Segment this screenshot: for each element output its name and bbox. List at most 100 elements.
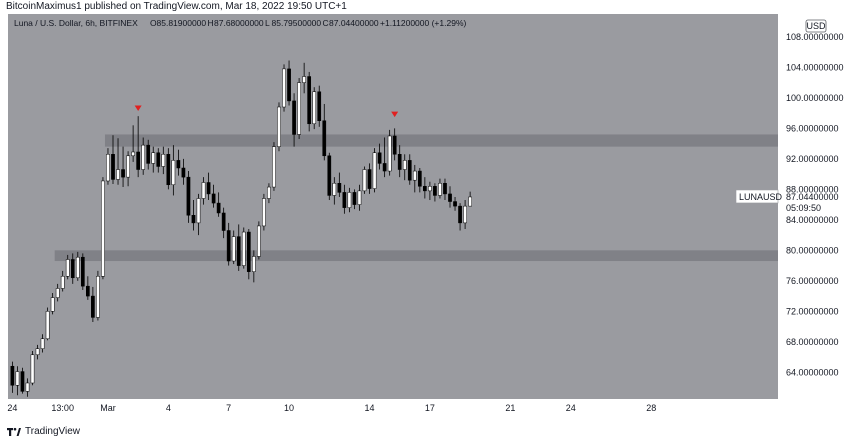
candle-19: [106, 148, 110, 185]
price-axis[interactable]: 108.00000000 104.00000000 100.00000000 96.0…: [778, 14, 850, 424]
date-tick: 10: [284, 403, 294, 413]
svg-text:85.79500000: 85.79500000: [272, 18, 322, 28]
candle-67: [347, 187, 352, 213]
candle-37: [196, 193, 201, 236]
candle-66: [342, 184, 347, 214]
candle-53: [277, 102, 281, 152]
candle-5: [35, 344, 40, 360]
svg-text:C: C: [323, 18, 329, 28]
candle-16: [91, 286, 95, 322]
candle-63: [327, 152, 332, 201]
candle-64: [332, 177, 337, 205]
last-price-value: 87.04400000: [786, 192, 839, 202]
candle-40: [211, 184, 216, 208]
marker-1: [391, 111, 399, 118]
candle-20: [111, 135, 115, 185]
candle-3: [25, 378, 30, 397]
candle-75: [387, 129, 392, 176]
candle-17: [96, 270, 100, 321]
date-tick: 24: [7, 403, 17, 413]
svg-text:87.68000000: 87.68000000: [214, 18, 264, 28]
candle-38: [201, 177, 206, 205]
last-price-symbol: LUNAUSD: [739, 192, 783, 202]
candle-11: [65, 254, 70, 280]
ohlc-O: O 85.81900000: [150, 18, 206, 28]
ohlc-change: +1.11200000 (+1.29%): [380, 18, 466, 28]
candle-57: [297, 78, 301, 140]
candle-68: [352, 189, 357, 210]
candle-83: [428, 181, 432, 201]
candle-87: [448, 186, 452, 208]
candle-86: [443, 178, 447, 201]
ohlc-C: C 87.04400000: [323, 18, 379, 28]
svg-text:85.81900000: 85.81900000: [157, 18, 207, 28]
candle-22: [121, 146, 125, 188]
candle-54: [282, 64, 286, 112]
price-tick: 88.00000000: [786, 184, 839, 194]
candle-88: [453, 196, 457, 211]
price-tick: 68.00000000: [786, 337, 839, 347]
candle-13: [75, 251, 80, 281]
candles: [10, 60, 472, 397]
candle-65: [337, 172, 342, 197]
candle-79: [407, 154, 412, 185]
candle-9: [55, 283, 60, 302]
candle-48: [251, 250, 256, 283]
bar-countdown: 05:09:50: [786, 203, 821, 213]
candle-74: [382, 137, 387, 178]
svg-text:H: H: [208, 18, 214, 28]
plot-area[interactable]: [8, 14, 778, 399]
zones: [54, 134, 779, 262]
candle-32: [171, 145, 176, 196]
candle-41: [216, 192, 221, 217]
date-tick: 28: [646, 403, 656, 413]
candle-72: [372, 148, 377, 193]
candle-56: [292, 93, 296, 147]
date-tick: Mar: [100, 403, 116, 413]
candle-91: [468, 191, 472, 207]
candle-15: [86, 276, 90, 300]
candlestick-chart[interactable]: 108.00000000 104.00000000 100.00000000 96.0…: [0, 14, 850, 424]
candle-24: [131, 125, 135, 162]
price-tick: 64.00000000: [786, 367, 839, 377]
publisher-line: BitcoinMaximus1 published on TradingView…: [6, 1, 347, 12]
candle-14: [80, 253, 85, 290]
candle-77: [397, 145, 402, 178]
footer-bar: TradingView: [0, 424, 850, 442]
price-tick: 108.00000000: [786, 32, 844, 42]
currency-label: USD: [806, 21, 826, 31]
svg-text:87.04400000: 87.04400000: [329, 18, 379, 28]
candle-70: [362, 166, 367, 194]
candle-8: [50, 293, 55, 315]
date-tick: 14: [365, 403, 375, 413]
candle-21: [116, 138, 120, 185]
candle-6: [40, 334, 45, 353]
brand-label: TradingView: [25, 426, 81, 437]
candle-80: [412, 164, 417, 193]
time-axis[interactable]: 24 13:00 Mar 4 7 10 14 17 21 24 28: [0, 399, 850, 424]
candle-78: [402, 154, 407, 181]
candle-50: [262, 193, 266, 231]
tradingview-brand[interactable]: TradingView: [7, 426, 80, 437]
candle-44: [231, 230, 236, 265]
ohlc-L: L 85.79500000: [265, 18, 321, 28]
candle-85: [438, 178, 442, 199]
candle-62: [322, 103, 327, 161]
candle-4: [30, 350, 35, 386]
candle-49: [257, 221, 261, 260]
currency-badge[interactable]: USD: [805, 19, 827, 33]
candle-43: [226, 222, 231, 266]
candle-46: [241, 227, 246, 269]
candle-7: [45, 307, 50, 341]
price-tick: 96.00000000: [786, 123, 839, 133]
date-tick: 7: [226, 403, 231, 413]
candle-2: [20, 367, 25, 394]
candle-1: [15, 366, 20, 396]
candle-25: [136, 116, 141, 178]
date-tick: 24: [566, 403, 576, 413]
candle-36: [191, 200, 196, 231]
svg-text:+1.11200000 (+1.29%): +1.11200000 (+1.29%): [380, 18, 466, 28]
marker-0: [134, 105, 142, 112]
candle-45: [236, 224, 241, 271]
markers: [134, 105, 399, 118]
